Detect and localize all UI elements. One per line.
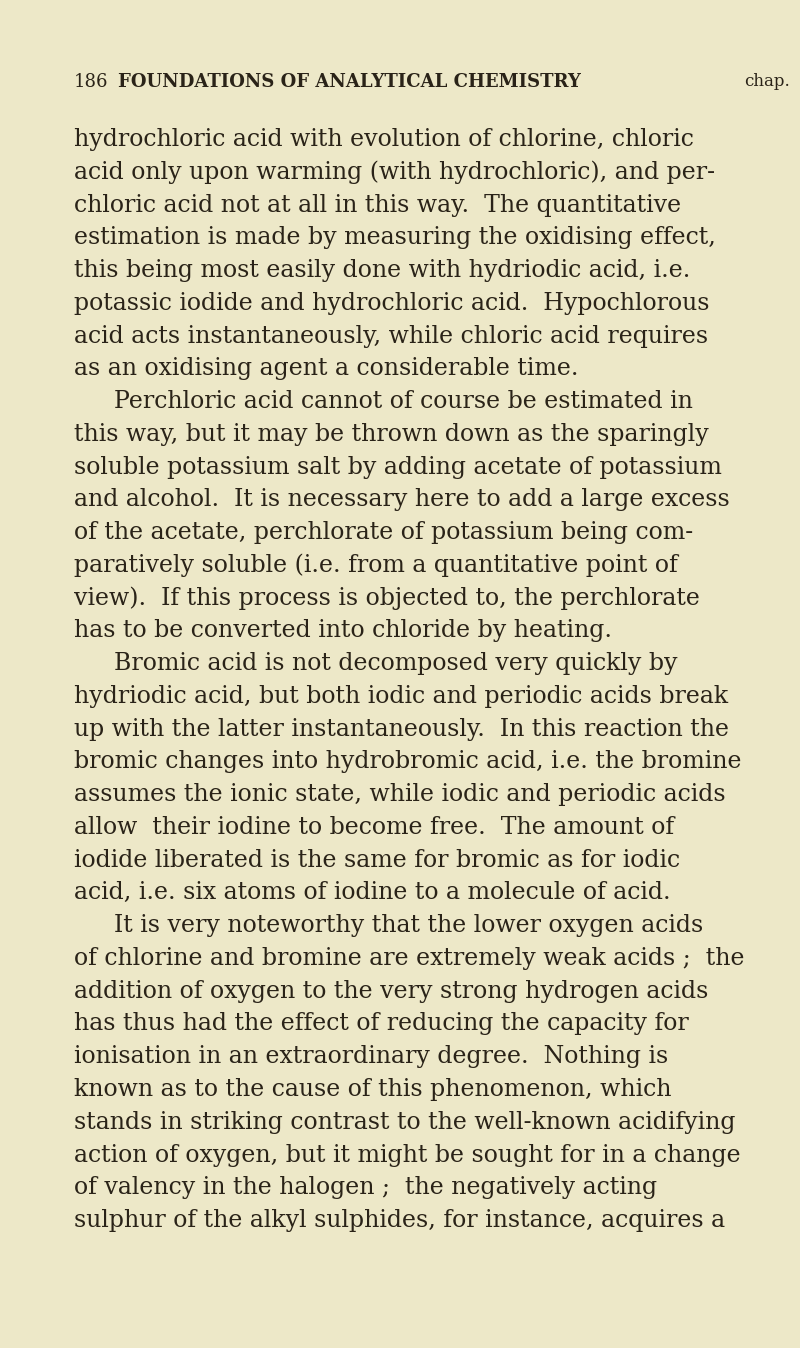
Text: stands in striking contrast to the well-known acidifying: stands in striking contrast to the well-… — [74, 1111, 735, 1134]
Text: estimation is made by measuring the oxidising effect,: estimation is made by measuring the oxid… — [74, 226, 715, 249]
Text: FOUNDATIONS OF ANALYTICAL CHEMISTRY: FOUNDATIONS OF ANALYTICAL CHEMISTRY — [118, 73, 581, 90]
Text: acid only upon warming (with hydrochloric), and per-: acid only upon warming (with hydrochlori… — [74, 160, 714, 185]
Text: addition of oxygen to the very strong hydrogen acids: addition of oxygen to the very strong hy… — [74, 980, 708, 1003]
Text: this way, but it may be thrown down as the sparingly: this way, but it may be thrown down as t… — [74, 423, 708, 446]
Text: and alcohol.  It is necessary here to add a large excess: and alcohol. It is necessary here to add… — [74, 488, 730, 511]
Text: acid acts instantaneously, while chloric acid requires: acid acts instantaneously, while chloric… — [74, 325, 708, 348]
Text: view).  If this process is objected to, the perchlorate: view). If this process is objected to, t… — [74, 586, 699, 611]
Text: ionisation in an extraordinary degree.  Nothing is: ionisation in an extraordinary degree. N… — [74, 1045, 668, 1068]
Text: sulphur of the alkyl sulphides, for instance, acquires a: sulphur of the alkyl sulphides, for inst… — [74, 1209, 725, 1232]
Text: of chlorine and bromine are extremely weak acids ;  the: of chlorine and bromine are extremely we… — [74, 946, 744, 971]
Text: acid, i.e. six atoms of iodine to a molecule of acid.: acid, i.e. six atoms of iodine to a mole… — [74, 882, 670, 905]
Text: iodide liberated is the same for bromic as for iodic: iodide liberated is the same for bromic … — [74, 849, 680, 872]
Text: potassic iodide and hydrochloric acid.  Hypochlorous: potassic iodide and hydrochloric acid. H… — [74, 291, 709, 315]
Text: of the acetate, perchlorate of potassium being com-: of the acetate, perchlorate of potassium… — [74, 522, 693, 545]
Text: Bromic acid is not decomposed very quickly by: Bromic acid is not decomposed very quick… — [114, 652, 677, 675]
Text: action of oxygen, but it might be sought for in a change: action of oxygen, but it might be sought… — [74, 1143, 740, 1166]
Text: of valency in the halogen ;  the negatively acting: of valency in the halogen ; the negative… — [74, 1177, 657, 1200]
Text: soluble potassium salt by adding acetate of potassium: soluble potassium salt by adding acetate… — [74, 456, 722, 479]
Text: hydrochloric acid with evolution of chlorine, chloric: hydrochloric acid with evolution of chlo… — [74, 128, 694, 151]
Text: Perchloric acid cannot of course be estimated in: Perchloric acid cannot of course be esti… — [114, 390, 693, 412]
Text: chloric acid not at all in this way.  The quantitative: chloric acid not at all in this way. The… — [74, 194, 681, 217]
Text: this being most easily done with hydriodic acid, i.e.: this being most easily done with hydriod… — [74, 259, 690, 282]
Text: assumes the ionic state, while iodic and periodic acids: assumes the ionic state, while iodic and… — [74, 783, 726, 806]
Text: bromic changes into hydrobromic acid, i.e. the bromine: bromic changes into hydrobromic acid, i.… — [74, 751, 741, 774]
Text: chap.: chap. — [744, 73, 790, 90]
Text: hydriodic acid, but both iodic and periodic acids break: hydriodic acid, but both iodic and perio… — [74, 685, 728, 708]
Text: as an oxidising agent a considerable time.: as an oxidising agent a considerable tim… — [74, 357, 578, 380]
Text: up with the latter instantaneously.  In this reaction the: up with the latter instantaneously. In t… — [74, 717, 729, 740]
Text: allow  their iodine to become free.  The amount of: allow their iodine to become free. The a… — [74, 816, 674, 838]
Text: It is very noteworthy that the lower oxygen acids: It is very noteworthy that the lower oxy… — [114, 914, 703, 937]
Text: has thus had the effect of reducing the capacity for: has thus had the effect of reducing the … — [74, 1012, 688, 1035]
Text: paratively soluble (i.e. from a quantitative point of: paratively soluble (i.e. from a quantita… — [74, 554, 678, 577]
Text: has to be converted into chloride by heating.: has to be converted into chloride by hea… — [74, 619, 612, 643]
Text: known as to the cause of this phenomenon, which: known as to the cause of this phenomenon… — [74, 1078, 671, 1101]
Text: 186: 186 — [74, 73, 108, 90]
